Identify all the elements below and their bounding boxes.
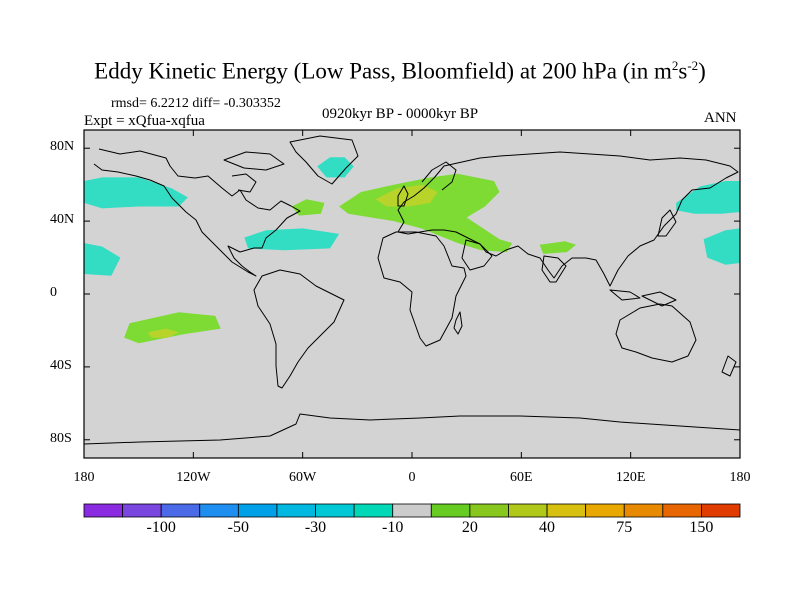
colorbar-box [623,503,664,518]
colorbar-box [199,503,239,518]
x-tick-label: 60W [289,470,317,485]
colorbar-box [546,503,587,518]
coast-arctic-islands [223,151,285,171]
region-gulf-of-mexico-atlantic [244,228,340,251]
axis-ticks [83,130,741,458]
colorbar-box [701,503,741,518]
colorbar-label: 40 [539,519,556,536]
colorbar-box [430,503,471,518]
coast-north-america [93,148,301,277]
coast-britain [397,185,409,207]
region-south-pacific [124,312,221,344]
coast-hudson-bay [231,173,257,193]
colorbar-box [662,503,702,518]
experiment-label: Expt = xQfua-xqfua [84,113,205,129]
coast-madagascar [453,311,463,335]
region-subtropical-pacific-west [84,243,121,276]
region-south-pacific-core [147,328,179,338]
coast-antarctica [84,413,740,445]
coast-greenland [289,135,359,185]
colorbar-box [392,503,432,518]
colorbar-label: -100 [146,519,176,536]
coast-indonesia [609,289,677,307]
colorbar-label: 75 [616,519,633,536]
coast-scandinavia [421,161,457,191]
plot-title: Eddy Kinetic Energy (Low Pass, Bloomfiel… [94,58,706,84]
period-label: 0920kyr BP - 0000kyr BP [321,106,479,122]
x-tick-label: 120W [176,470,211,485]
colorbar-box [122,503,162,518]
coast-new-zealand [721,355,737,377]
region-subtropical-pacific-east [703,228,740,265]
stats-line: rmsd= 6.2212 diff= -0.303352 [111,96,281,111]
colorbar-label: -30 [304,519,327,536]
y-tick-label: 80N [50,139,75,155]
colorbar-box [276,503,316,518]
colorbar-box [83,503,123,518]
colorbar-label: 20 [461,519,478,536]
colorbar [83,503,741,518]
coast-australia [615,303,697,363]
x-tick-label: 180 [73,470,95,485]
y-tick-label: 40S [50,357,72,373]
colorbar-box [585,503,625,518]
region-greenland [317,157,354,178]
anomaly-regions [84,157,740,344]
coast-japan [657,209,677,237]
y-tick-label: 0 [50,285,57,300]
colorbar-label: 150 [689,519,714,536]
region-north-pacific-east [676,181,740,214]
colorbar-box [469,503,509,518]
coast-india [541,255,567,283]
region-europe-north-atlantic [339,173,513,253]
coast-africa [377,231,467,347]
region-india-patch [539,241,576,254]
x-tick-label: 180 [729,470,751,485]
x-tick-label: 0 [408,470,416,485]
colorbar-box [237,503,278,518]
coastlines [84,135,740,445]
y-tick-label: 80S [50,430,72,446]
colorbar-label: -10 [382,519,404,536]
x-tick-label: 120E [615,470,646,485]
y-tick-label: 40N [50,212,75,228]
colorbar-box [508,503,548,518]
coast-south-america [253,269,345,389]
coast-arabia [461,239,493,271]
colorbar-box [315,503,355,518]
season-label: ANN [704,110,737,126]
colorbar-box [353,503,394,518]
colorbar-box [160,503,201,518]
x-tick-label: 60E [510,470,533,485]
colorbar-label: -50 [227,519,250,536]
